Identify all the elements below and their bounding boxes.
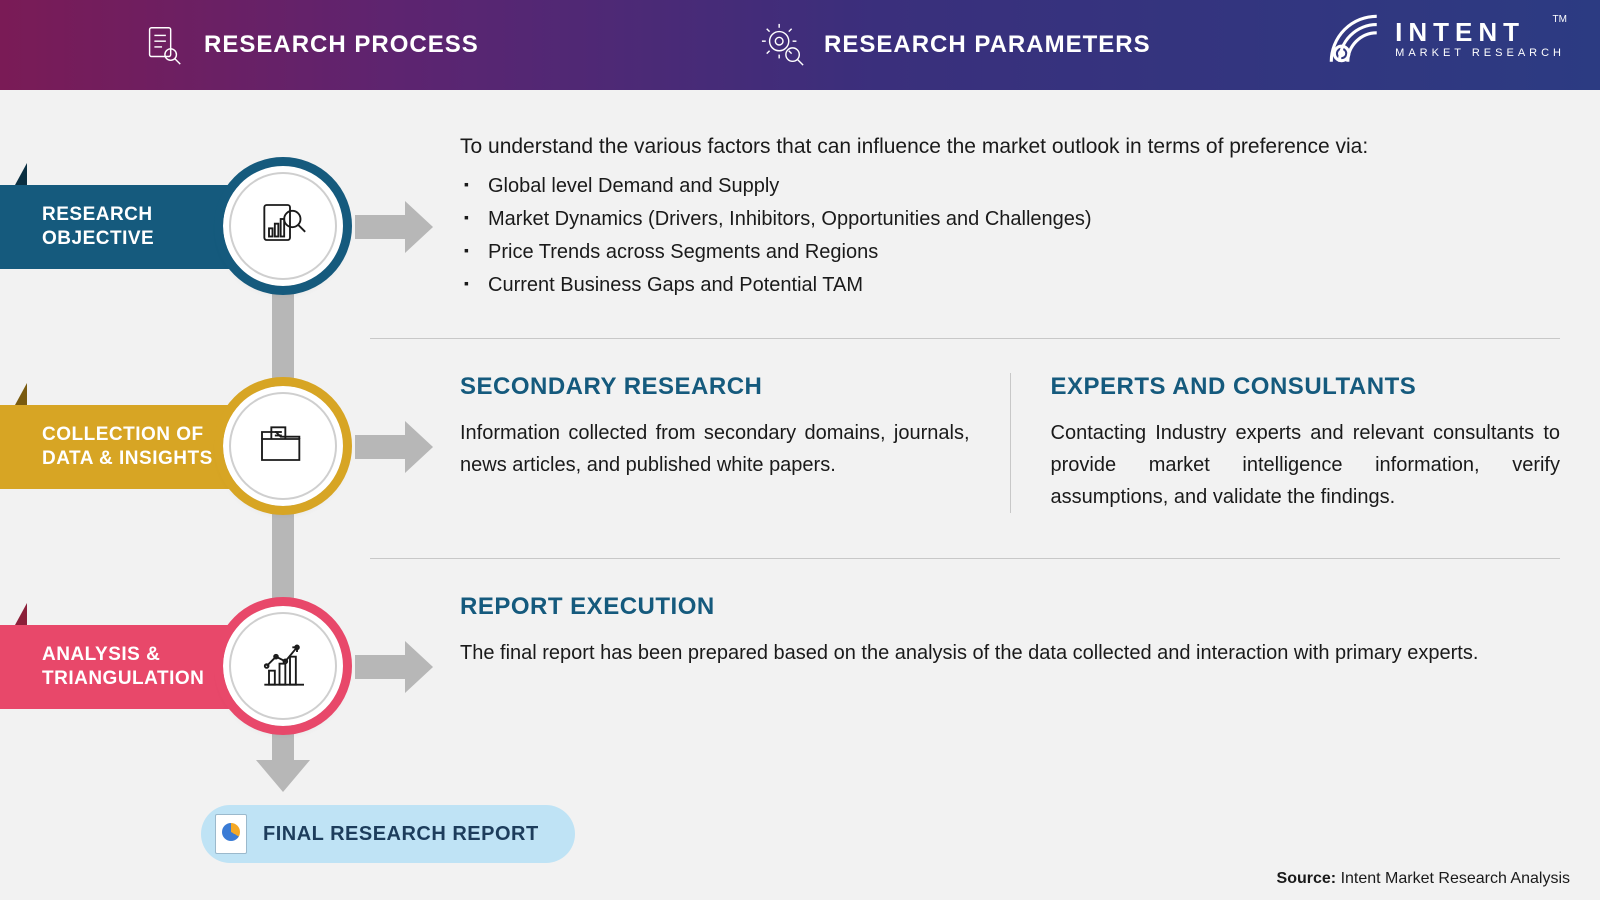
sec-research-body: Information collected from secondary dom… [460,417,970,481]
step3-badge [223,606,343,726]
logo-tm: TM [1553,14,1567,25]
down-arrow-icon [256,760,310,792]
logo-main-text: INTENT [1395,19,1565,45]
gear-search-icon [760,22,806,68]
list-item: Current Business Gaps and Potential TAM [488,274,1560,297]
experts-title: EXPERTS AND CONSULTANTS [1051,373,1561,401]
step2-label-text: COLLECTION OF DATA & INSIGHTS [42,423,213,471]
step3-label-text: ANALYSIS & TRIANGULATION [42,643,204,691]
chart-icon [255,638,311,694]
step2-badge [223,386,343,506]
source-footer: Source: Intent Market Research Analysis [1277,870,1570,888]
step3-arrow-icon [355,655,407,679]
final-report-pill: FINAL RESEARCH REPORT [201,805,575,863]
header-bar: RESEARCH PROCESS RESEARCH PARAMETERS INT… [0,0,1600,90]
report-doc-icon [215,814,247,854]
body-area: RESEARCH OBJECTIVE To understand the var… [0,90,1600,900]
step3-content: REPORT EXECUTION The final report has be… [460,593,1560,669]
header-right-title: RESEARCH PARAMETERS [824,31,1151,59]
document-search-icon [140,22,186,68]
step1-intro: To understand the various factors that c… [460,135,1560,159]
experts-body: Contacting Industry experts and relevant… [1051,417,1561,513]
source-label: Source: [1277,870,1337,887]
logo-sub-text: MARKET RESEARCH [1395,48,1565,59]
sec-research-title: SECONDARY RESEARCH [460,373,970,401]
header-left: RESEARCH PROCESS [140,22,479,68]
step1-content: To understand the various factors that c… [460,135,1560,307]
step1-bullets: Global level Demand and Supply Market Dy… [460,175,1560,297]
folder-icon [255,418,311,474]
experts-col: EXPERTS AND CONSULTANTS Contacting Indus… [1010,373,1561,513]
list-item: Price Trends across Segments and Regions [488,241,1560,264]
list-item: Global level Demand and Supply [488,175,1560,198]
divider-1 [370,338,1560,339]
header-right: RESEARCH PARAMETERS [760,22,1151,68]
step2-content: SECONDARY RESEARCH Information collected… [460,373,1560,513]
list-item: Market Dynamics (Drivers, Inhibitors, Op… [488,208,1560,231]
final-report-label: FINAL RESEARCH REPORT [263,823,539,846]
report-exec-body: The final report has been prepared based… [460,637,1560,669]
brand-logo: INTENT MARKET RESEARCH TM [1323,8,1565,70]
report-exec-title: REPORT EXECUTION [460,593,1560,621]
source-value: Intent Market Research Analysis [1341,870,1570,887]
secondary-research-col: SECONDARY RESEARCH Information collected… [460,373,1010,513]
divider-2 [370,558,1560,559]
step2-arrow-icon [355,435,407,459]
doc-search-icon [255,198,311,254]
logo-icon [1323,8,1385,70]
step1-badge [223,166,343,286]
step1-arrow-icon [355,215,407,239]
header-left-title: RESEARCH PROCESS [204,31,479,59]
